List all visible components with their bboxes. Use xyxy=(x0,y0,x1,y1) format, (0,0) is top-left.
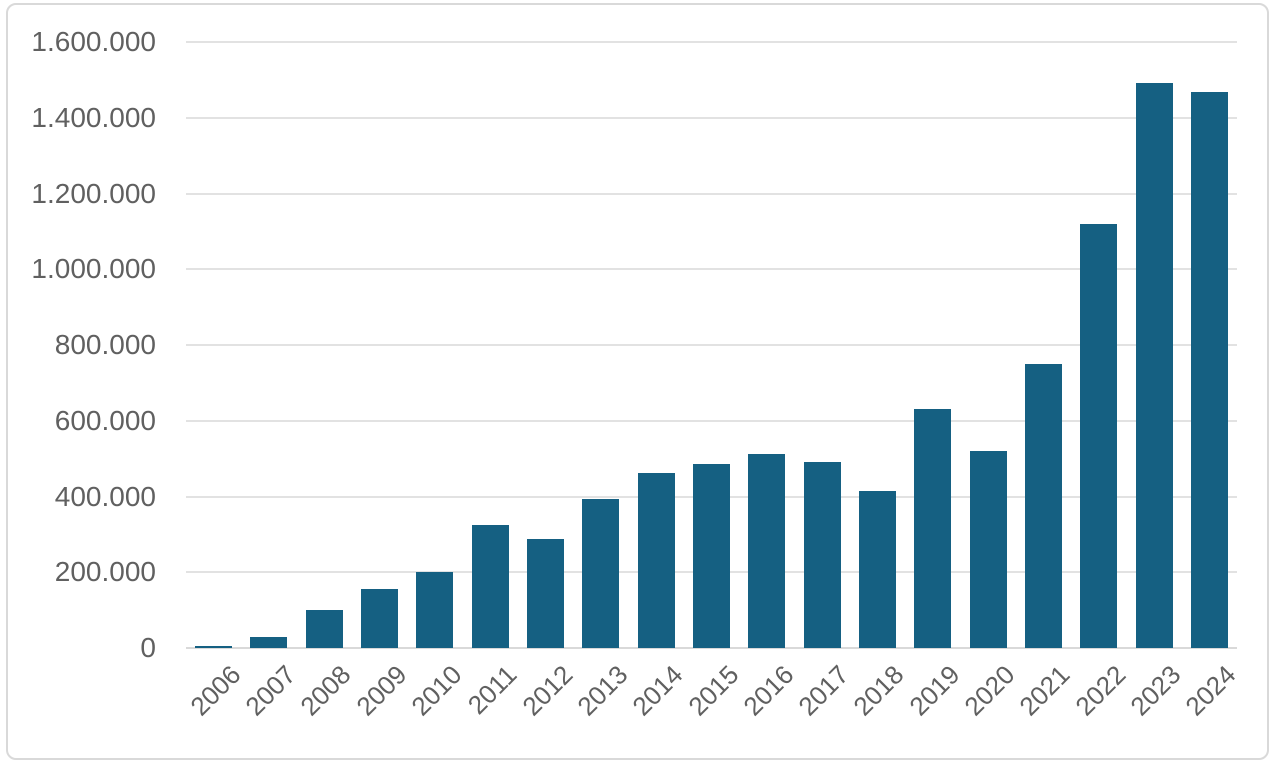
gridline xyxy=(186,116,1237,119)
bar-2022 xyxy=(1080,224,1118,648)
y-tick-label: 400.000 xyxy=(54,480,156,512)
y-tick-label: 1.200.000 xyxy=(31,177,156,209)
gridline xyxy=(186,41,1237,43)
bar-chart: 0 200.000 400.000 600.000 800.000 1.000.000 1.… xyxy=(8,5,1267,758)
bar-2013 xyxy=(582,498,620,648)
bar-2019 xyxy=(914,409,952,648)
y-tick-label: 1.000.000 xyxy=(31,253,156,285)
bar-2011 xyxy=(471,525,509,648)
bar-2007 xyxy=(250,636,288,648)
bar-2015 xyxy=(693,463,730,648)
bar-2009 xyxy=(361,588,399,648)
bar-2023 xyxy=(1135,82,1173,648)
y-tick-label: 800.000 xyxy=(54,329,156,360)
bar-2006 xyxy=(195,646,233,648)
y-tick-label: 0 xyxy=(140,632,156,663)
gridline xyxy=(186,419,1237,422)
gridline xyxy=(186,268,1237,271)
y-tick-label: 1.600.000 xyxy=(31,26,156,57)
zero-axis-line xyxy=(186,647,1237,649)
bar-2021 xyxy=(1024,364,1062,648)
chart-frame: 0 200.000 400.000 600.000 800.000 1.000.000 1.… xyxy=(6,3,1269,760)
bar-2018 xyxy=(858,491,896,648)
bar-2010 xyxy=(416,572,454,648)
bar-2016 xyxy=(748,453,786,648)
y-tick-label: 200.000 xyxy=(54,556,156,588)
bar-2020 xyxy=(969,451,1007,648)
bar-2017 xyxy=(803,461,841,648)
bar-2014 xyxy=(637,472,675,648)
gridline xyxy=(186,192,1237,195)
bar-2008 xyxy=(305,610,343,648)
y-tick-label: 1.400.000 xyxy=(31,101,156,133)
gridline xyxy=(186,344,1237,346)
bar-2012 xyxy=(527,538,565,648)
y-tick-label: 600.000 xyxy=(54,404,156,436)
bar-2024 xyxy=(1190,92,1228,648)
